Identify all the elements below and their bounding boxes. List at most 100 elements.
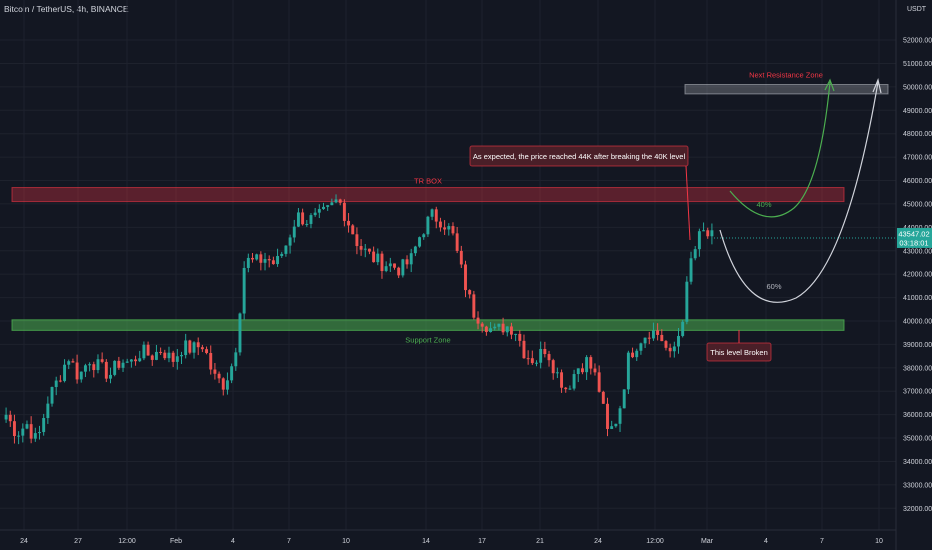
price-axis: 32000.00 33000.00 34000.00 35000.00 36000.00… — [903, 38, 932, 513]
candle-up — [326, 205, 330, 211]
candle-up — [539, 341, 543, 369]
candle-up — [430, 208, 434, 221]
candle-body — [497, 323, 501, 327]
candle-down — [597, 365, 601, 393]
chart-title: Bitcoin / TetherUS, 4h, BINANCE — [4, 4, 129, 14]
candle-body — [175, 356, 179, 362]
price-badge-value: 43547.02 — [898, 229, 929, 238]
candle-up — [330, 198, 334, 206]
candle-down — [355, 227, 359, 255]
candle-body — [54, 380, 58, 388]
candle-body — [447, 226, 451, 230]
support-zone-label: Support Zone — [405, 335, 450, 344]
candle-body — [230, 366, 234, 381]
candle-down — [434, 206, 438, 229]
candle-body — [514, 333, 518, 335]
candle-up — [4, 407, 8, 423]
candle-down — [367, 248, 371, 255]
candle-body — [468, 290, 472, 295]
price-unit-label: USDT — [907, 6, 927, 13]
price-tick-label: 34000.00 — [903, 459, 932, 466]
candle-body — [689, 258, 693, 282]
candle-body — [363, 248, 367, 250]
candle-body — [388, 263, 392, 267]
candle-up — [639, 342, 643, 355]
candle-up — [305, 219, 309, 227]
callout-pointer — [685, 165, 691, 241]
candle-down — [451, 222, 455, 236]
candle-up — [50, 386, 54, 407]
candle-body — [305, 223, 309, 225]
candle-body — [154, 351, 158, 360]
candle-body — [113, 360, 117, 375]
candle-body — [580, 368, 584, 373]
candle-body — [380, 253, 384, 272]
time-tick-label: 7 — [820, 538, 824, 545]
candle-up — [79, 371, 83, 383]
candle-body — [313, 212, 317, 216]
tr-box-label: TR BOX — [414, 177, 442, 186]
price-tick-label: 49000.00 — [903, 108, 932, 115]
candle-up — [376, 248, 380, 266]
candle-body — [83, 365, 87, 372]
time-tick-label: 27 — [74, 538, 82, 545]
candle-body — [271, 260, 275, 265]
candle-up — [493, 323, 497, 331]
candle-down — [589, 355, 593, 375]
time-tick-label: 24 — [20, 538, 28, 545]
candle-up — [651, 322, 655, 341]
candle-body — [568, 388, 572, 390]
candle-down — [464, 260, 467, 298]
candle-body — [710, 230, 714, 237]
candle-body — [88, 364, 92, 366]
candle-down — [560, 369, 564, 393]
candle-down — [647, 331, 651, 345]
candle-down — [359, 239, 363, 256]
chart-drawings: TR BOX Support Zone Next Resistance Zone As… — [405, 71, 932, 362]
candle-body — [681, 321, 685, 336]
candle-body — [351, 225, 355, 235]
time-tick-label: Mar — [701, 538, 714, 545]
candle-down — [209, 345, 213, 375]
candle-down — [251, 252, 254, 263]
candle-body — [138, 358, 142, 362]
candle-body — [685, 281, 689, 322]
time-tick-label: 10 — [342, 538, 350, 545]
candle-up — [280, 251, 284, 259]
candle-up — [418, 236, 422, 248]
candle-down — [472, 290, 476, 320]
candle-body — [163, 352, 167, 359]
candle-up — [693, 245, 697, 261]
candle-body — [42, 418, 46, 433]
candle-down — [159, 347, 163, 355]
candle-body — [100, 359, 104, 362]
candle-body — [71, 361, 75, 363]
candle-body — [451, 226, 455, 234]
candle-down — [509, 322, 513, 340]
price-tick-label: 46000.00 — [903, 178, 932, 185]
candle-body — [121, 362, 125, 368]
price-tick-label: 52000.00 — [903, 38, 932, 45]
candle-down — [134, 355, 138, 366]
price-tick-label: 40000.00 — [903, 318, 932, 325]
candle-up — [422, 233, 426, 240]
candle-body — [180, 355, 183, 357]
candle-up — [180, 351, 183, 365]
candle-body — [334, 199, 338, 203]
candle-body — [426, 216, 430, 235]
candle-down — [150, 354, 154, 366]
candle-body — [255, 254, 259, 260]
candle-up — [33, 427, 37, 442]
candle-up — [276, 248, 280, 267]
candle-body — [309, 215, 313, 224]
candle-down — [92, 361, 96, 378]
candle-body — [614, 423, 618, 427]
candle-up — [447, 223, 451, 236]
candle-down — [12, 414, 16, 444]
candle-up — [263, 252, 267, 271]
candle-down — [213, 363, 217, 380]
candle-down — [380, 251, 384, 279]
candle-down — [58, 375, 62, 383]
candle-up — [710, 223, 714, 245]
